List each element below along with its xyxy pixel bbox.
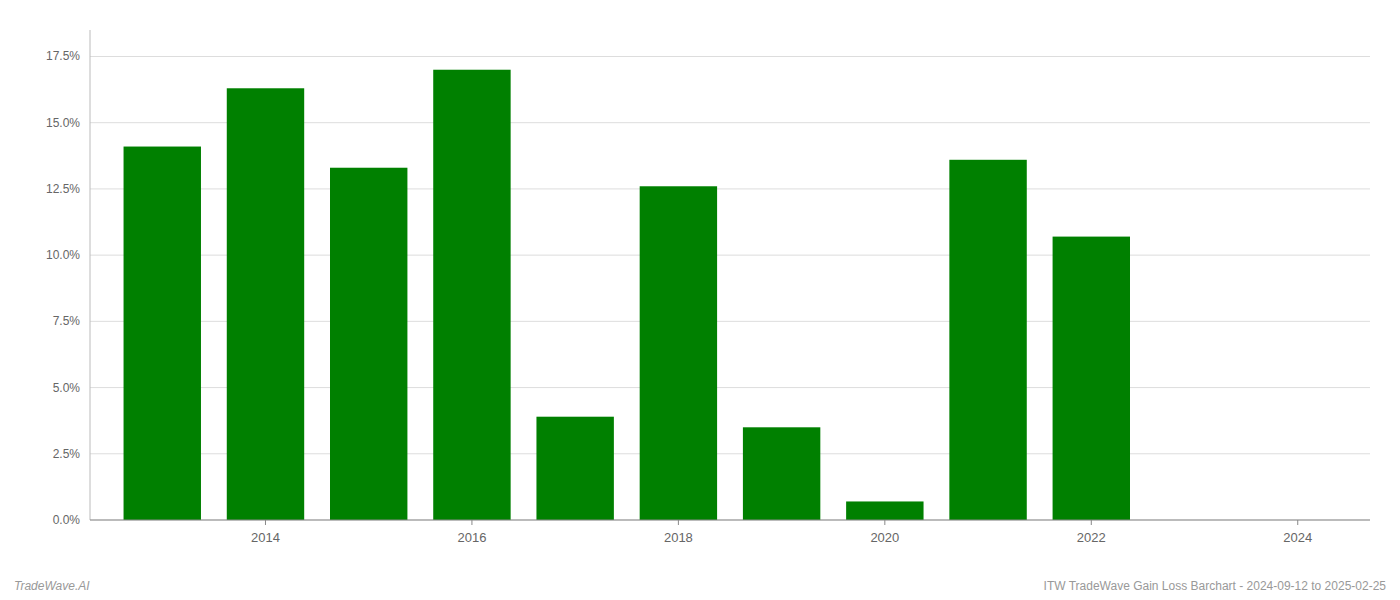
x-tick [678, 520, 679, 525]
chart-container: 0.0% 2.5% 5.0% 7.5% 10.0% 12.5% 15.0% 17.5% 2014… [0, 0, 1400, 600]
y-tick-label: 10.0% [46, 248, 80, 262]
footer-right: ITW TradeWave Gain Loss Barchart - 2024-… [1044, 579, 1387, 593]
x-tick [1297, 520, 1298, 525]
bar [227, 88, 304, 520]
x-tick-label: 2020 [870, 530, 899, 545]
bar [1053, 237, 1130, 520]
y-tick-label: 15.0% [46, 116, 80, 130]
bar [640, 186, 717, 520]
y-tick-label: 17.5% [46, 49, 80, 63]
y-tick-label: 7.5% [53, 314, 81, 328]
footer-left: TradeWave.AI [14, 579, 90, 593]
bar [743, 427, 820, 520]
x-tick-label: 2018 [664, 530, 693, 545]
bar [536, 417, 613, 520]
x-tick [884, 520, 885, 525]
x-tick-label: 2016 [457, 530, 486, 545]
y-tick-label: 12.5% [46, 182, 80, 196]
bars [124, 70, 1130, 520]
x-axis-line [90, 520, 1370, 521]
grid-line [90, 520, 1370, 521]
x-tick-label: 2024 [1283, 530, 1312, 545]
y-tick-label: 0.0% [53, 513, 81, 527]
y-tick-label: 5.0% [53, 381, 81, 395]
bar [949, 160, 1026, 520]
y-grid [90, 56, 1370, 520]
y-axis-line [90, 30, 91, 520]
chart: 0.0% 2.5% 5.0% 7.5% 10.0% 12.5% 15.0% 17.5% 2014… [0, 0, 1400, 600]
x-tick-label: 2014 [251, 530, 280, 545]
bar [433, 70, 510, 520]
grid-line [90, 56, 1370, 57]
y-tick-label: 2.5% [53, 447, 81, 461]
bar [846, 501, 923, 520]
bar [124, 147, 201, 520]
bar [330, 168, 407, 520]
x-tick [1091, 520, 1092, 525]
x-tick-label: 2022 [1077, 530, 1106, 545]
x-tick [265, 520, 266, 525]
x-tick [471, 520, 472, 525]
